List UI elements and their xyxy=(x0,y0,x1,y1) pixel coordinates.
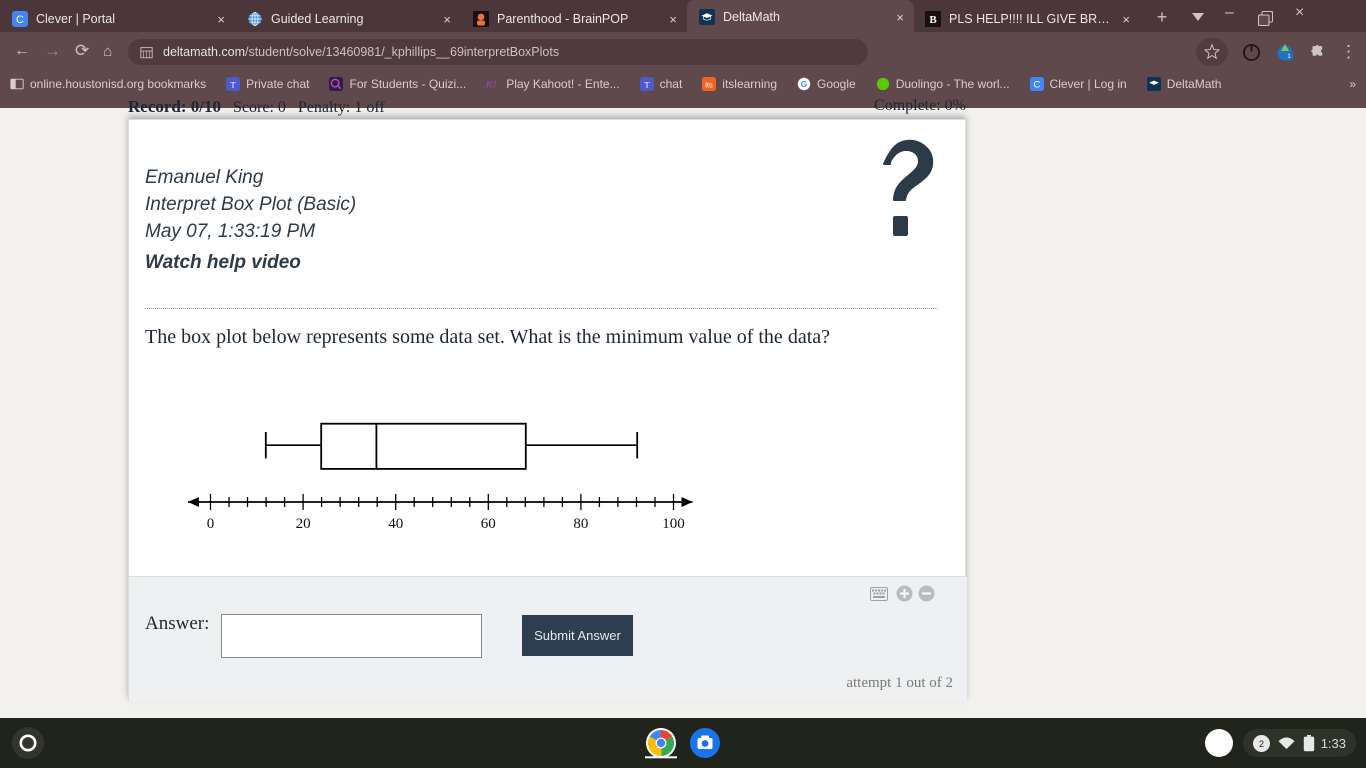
svg-text:20: 20 xyxy=(296,516,311,532)
svg-text:its: its xyxy=(706,80,714,89)
svg-text:T: T xyxy=(230,79,236,89)
svg-text:B: B xyxy=(929,14,937,26)
svg-text:K!: K! xyxy=(486,79,497,90)
svg-text:80: 80 xyxy=(573,516,588,532)
svg-text:40: 40 xyxy=(388,516,403,532)
svg-text:60: 60 xyxy=(481,516,496,532)
svg-text:C: C xyxy=(16,14,24,26)
svg-text:G: G xyxy=(801,79,807,89)
svg-text:0: 0 xyxy=(207,516,215,532)
svg-text:2: 2 xyxy=(1259,738,1264,748)
svg-text:100: 100 xyxy=(662,516,685,532)
svg-text:C: C xyxy=(1033,79,1040,90)
svg-text:T: T xyxy=(644,79,650,89)
